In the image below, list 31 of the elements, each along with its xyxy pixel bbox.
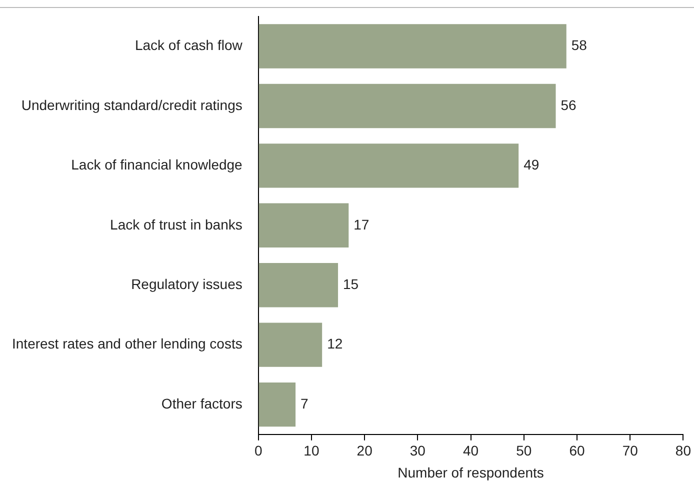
data-label: 12 — [327, 336, 343, 352]
x-tick-label: 50 — [516, 442, 532, 459]
data-label: 58 — [571, 37, 588, 54]
y-tick-label: Lack of cash flow — [134, 37, 244, 54]
x-tick-label: 0 — [254, 442, 262, 459]
data-label: 17 — [354, 216, 370, 232]
y-tick-label: Other factors — [161, 395, 242, 412]
data-label: 7 — [300, 395, 309, 412]
x-tick-label: 10 — [304, 442, 320, 459]
x-axis-title: Number of respondents — [398, 464, 544, 480]
bar — [258, 24, 566, 68]
x-tick-label: 20 — [356, 442, 373, 459]
bar — [258, 144, 519, 188]
data-label: 49 — [524, 156, 540, 173]
y-tick-label: Lack of financial knowledge — [71, 156, 243, 173]
x-tick-label: 70 — [622, 442, 638, 459]
bar — [258, 203, 349, 248]
bar — [258, 84, 556, 128]
data-label: 56 — [560, 96, 577, 113]
x-tick-label: 80 — [675, 442, 692, 459]
y-tick-label: Lack of trust in banks — [110, 216, 242, 232]
x-tick-label: 30 — [410, 442, 426, 459]
y-tick-label: Interest rates and other lending costs — [12, 336, 242, 352]
bar — [258, 263, 338, 308]
bar — [258, 382, 296, 427]
data-label: 15 — [343, 276, 359, 292]
y-tick-label: Regulatory issues — [131, 276, 242, 292]
x-tick-label: 40 — [462, 442, 479, 459]
bar — [258, 322, 322, 367]
y-tick-label: Underwriting standard/credit ratings — [21, 96, 242, 113]
x-tick-label: 60 — [569, 442, 585, 459]
